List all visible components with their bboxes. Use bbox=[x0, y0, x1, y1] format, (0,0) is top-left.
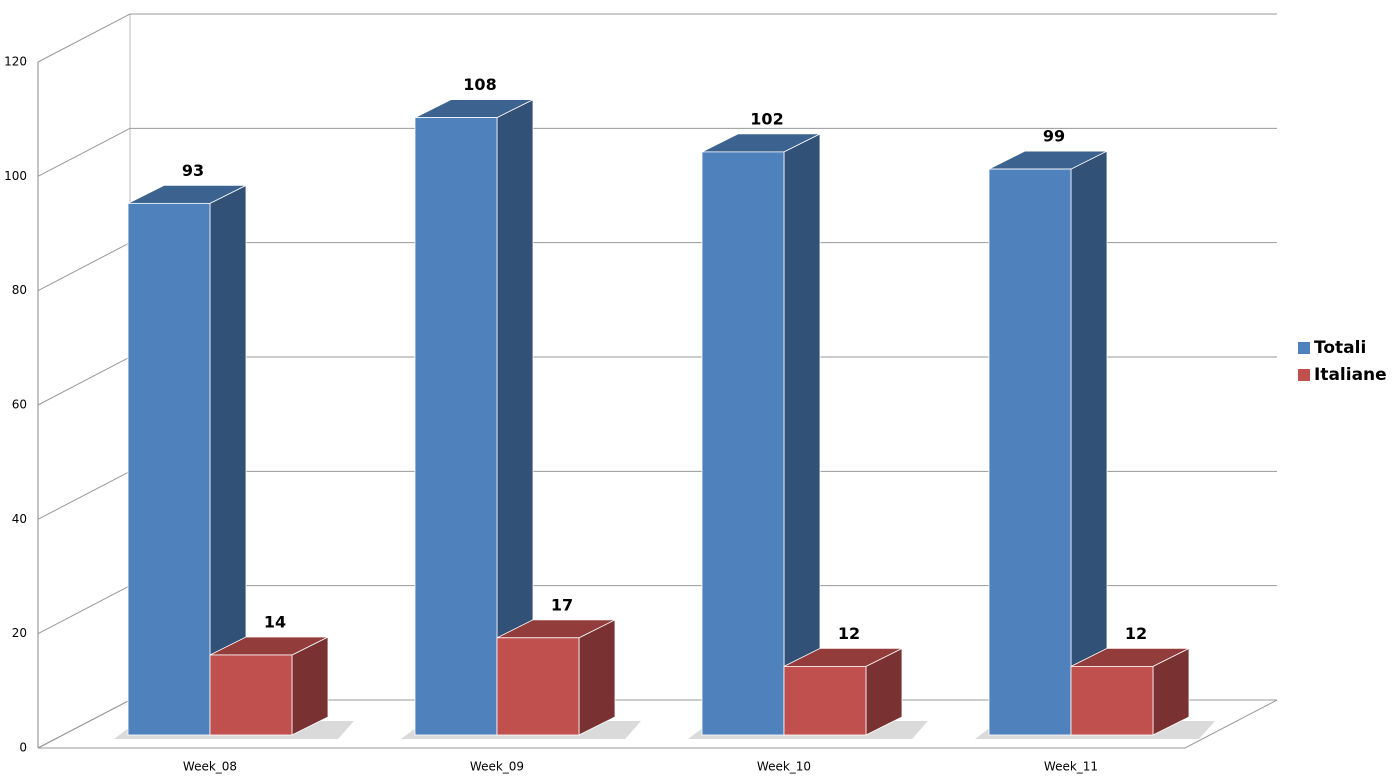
value-label: 108 bbox=[463, 75, 496, 94]
bar-side bbox=[783, 133, 821, 736]
bar bbox=[783, 647, 903, 736]
legend-label: Italiane bbox=[1314, 365, 1387, 385]
legend-swatch bbox=[1298, 369, 1310, 381]
bar bbox=[127, 184, 247, 736]
x-tick-label: Week_08 bbox=[183, 760, 237, 774]
bar bbox=[496, 619, 616, 736]
bar-front bbox=[1070, 666, 1154, 736]
x-tick-label: Week_10 bbox=[757, 760, 811, 774]
value-label: 102 bbox=[750, 109, 783, 128]
bar bbox=[1070, 647, 1190, 736]
bar-front bbox=[209, 654, 293, 736]
x-tick-label: Week_09 bbox=[470, 760, 524, 774]
legend-swatch bbox=[1298, 342, 1310, 354]
bar-side bbox=[578, 619, 616, 736]
value-label: 12 bbox=[838, 624, 860, 643]
bar bbox=[414, 98, 534, 736]
x-tick-label: Week_11 bbox=[1044, 760, 1098, 774]
bar-front bbox=[127, 202, 211, 736]
y-tick-label: 60 bbox=[12, 398, 27, 412]
value-label: 14 bbox=[264, 612, 286, 631]
value-label: 99 bbox=[1043, 127, 1065, 146]
y-tick-label: 80 bbox=[12, 283, 27, 297]
legend-label: Totali bbox=[1314, 338, 1366, 358]
y-tick-label: 40 bbox=[12, 512, 27, 526]
y-tick-label: 20 bbox=[12, 626, 27, 640]
value-label: 17 bbox=[551, 595, 573, 614]
bar-front bbox=[414, 117, 498, 736]
grid-diagonal bbox=[37, 242, 131, 292]
grid-diagonal bbox=[37, 13, 131, 63]
bar-side bbox=[1070, 150, 1108, 736]
grid-diagonal bbox=[37, 356, 131, 406]
value-label: 93 bbox=[182, 161, 204, 180]
grid-diagonal bbox=[37, 699, 131, 749]
bar-front bbox=[496, 637, 580, 736]
y-tick-label: 0 bbox=[19, 741, 27, 755]
y-tick-label: 100 bbox=[4, 169, 27, 183]
bar bbox=[701, 133, 821, 736]
bar bbox=[988, 150, 1108, 736]
y-tick-label: 120 bbox=[4, 55, 27, 69]
grid-diagonal bbox=[37, 127, 131, 177]
grid-diagonal bbox=[37, 470, 131, 520]
bar bbox=[209, 636, 329, 736]
bar-front bbox=[988, 168, 1072, 736]
grid-diagonal bbox=[37, 585, 131, 635]
bar-front bbox=[701, 151, 785, 736]
bar-front bbox=[783, 666, 867, 736]
value-label: 12 bbox=[1125, 624, 1147, 643]
